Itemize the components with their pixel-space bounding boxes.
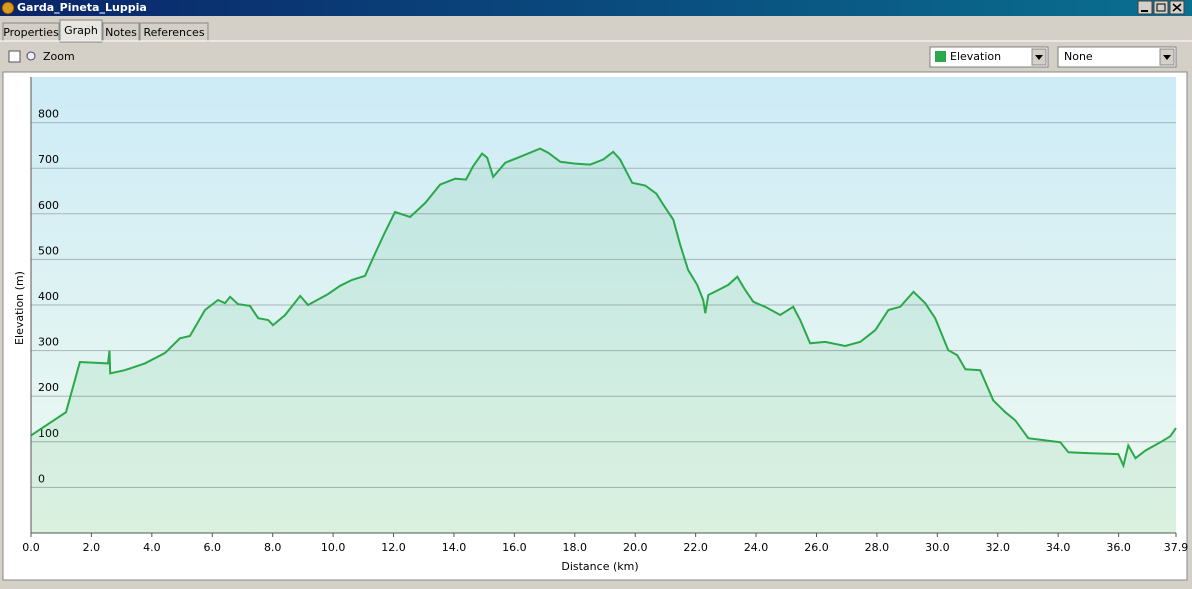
y-tick-label: 300: [38, 336, 59, 349]
zoom-checkbox[interactable]: [8, 50, 21, 63]
y-tick-label: 800: [38, 108, 59, 121]
second-select[interactable]: None: [1057, 46, 1177, 68]
x-tick-label: 12.0: [381, 541, 406, 554]
second-select-value: None: [1064, 50, 1093, 63]
app-icon: [1, 1, 15, 15]
title-bar: [0, 0, 1192, 16]
line: [30, 147, 1177, 469]
series-select[interactable]: Elevation: [929, 46, 1049, 68]
y-tick-label: 400: [38, 290, 59, 303]
area: [31, 148, 1176, 533]
y-tick-label: 700: [38, 153, 59, 166]
y-tick-label: 0: [38, 472, 45, 485]
x-tick-label: 32.0: [986, 541, 1011, 554]
x-tick-label: 18.0: [563, 541, 588, 554]
zoom-label: Zoom: [43, 50, 75, 63]
series-swatch: [935, 51, 946, 62]
x-tick-label: 10.0: [321, 541, 346, 554]
x-tick-label: 30.0: [925, 541, 950, 554]
x-tick-label: 4.0: [143, 541, 161, 554]
x-tick-label: 24.0: [744, 541, 769, 554]
tab-label: Graph: [64, 24, 98, 37]
y-tick-label: 200: [38, 381, 59, 394]
y-tick-label: 600: [38, 199, 59, 212]
x-tick-label: 20.0: [623, 541, 648, 554]
zoom-icon: [26, 51, 36, 61]
x-tick-label: 34.0: [1046, 541, 1071, 554]
x-tick-label: 2.0: [83, 541, 101, 554]
x-tick-label: 8.0: [264, 541, 282, 554]
tab-label: Notes: [105, 26, 137, 39]
y-axis-label: Elevation (m): [13, 271, 26, 345]
tab-label: Properties: [3, 26, 59, 39]
x-tick-label: 22.0: [683, 541, 708, 554]
x-tick-label: 37.9: [1164, 541, 1189, 554]
x-tick-label: 6.0: [204, 541, 222, 554]
x-tick-label: 28.0: [865, 541, 890, 554]
y-tick-label: 500: [38, 244, 59, 257]
tab-label: References: [143, 26, 204, 39]
x-tick-label: 16.0: [502, 541, 527, 554]
x-axis-label: Distance (km): [561, 560, 638, 573]
y-tick-label: 100: [38, 427, 59, 440]
x-tick-label: 0.0: [22, 541, 40, 554]
series-name: Elevation: [950, 50, 1001, 63]
x-tick-label: 36.0: [1106, 541, 1131, 554]
x-tick-label: 14.0: [442, 541, 467, 554]
window-title: Garda_Pineta_Luppia: [17, 1, 147, 14]
tab[interactable]: [59, 19, 103, 43]
window-buttons[interactable]: [1137, 0, 1185, 15]
x-tick-label: 26.0: [804, 541, 829, 554]
